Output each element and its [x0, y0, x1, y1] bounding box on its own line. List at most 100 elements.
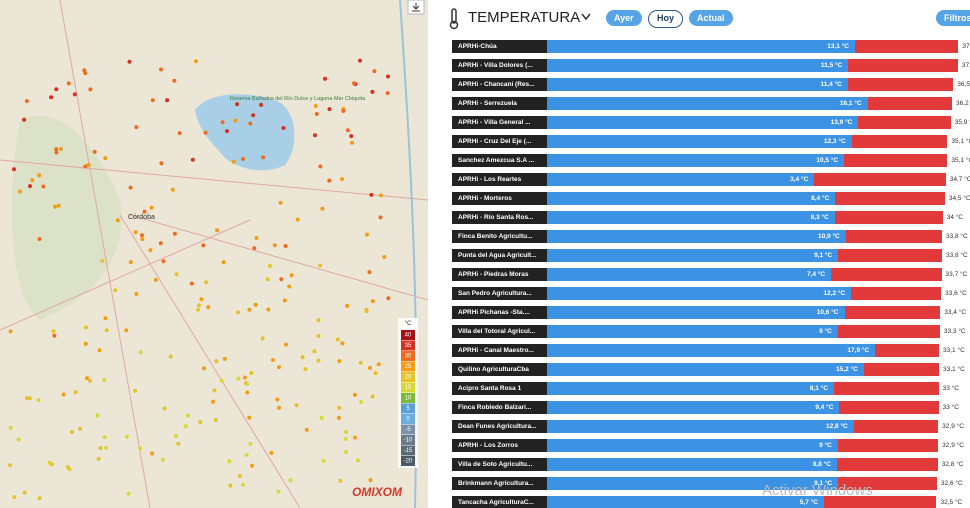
max-bar	[875, 344, 939, 357]
station-dot	[243, 375, 247, 380]
station-row[interactable]: Punta del Agua Agricult... 9,1 °C 33,8 °C	[452, 249, 970, 262]
button[interactable]: Actual	[689, 10, 733, 26]
station-row[interactable]: Finca Benito Agricultu... 10,9 °C 33,8 °C	[452, 230, 970, 243]
station-row[interactable]: Acipro Santa Rosa 1 8,1 °C 33 °C	[452, 382, 970, 395]
station-dot	[349, 134, 354, 139]
station-row[interactable]: APRHi - Los Reartes 3,4 °C 34,7 °C	[452, 173, 970, 186]
station-row[interactable]: Dean Funes Agricultura... 12,8 °C 32,9 °C	[452, 420, 970, 433]
max-bar	[834, 382, 939, 395]
min-bar	[547, 363, 864, 376]
station-dot	[318, 164, 323, 169]
station-dot	[37, 237, 42, 241]
station-dot	[236, 376, 241, 381]
legend-swatch	[401, 382, 415, 393]
station-dot	[303, 367, 308, 372]
stations	[8, 58, 391, 501]
station-row[interactable]: APRHi - Río Santa Ros... 8,3 °C 34 °C	[452, 211, 970, 224]
station-dot	[170, 187, 175, 192]
station-row[interactable]: Tancacha AgriculturaC... 5,7 °C 32,5 °C	[452, 496, 970, 508]
station-dot	[250, 463, 254, 468]
min-label: 10,6 °C	[816, 309, 839, 316]
station-row[interactable]: APRHi - Villa Dolores (... 11,5 °C 37,6 °C	[452, 59, 970, 72]
legend-unit: °C	[405, 321, 412, 327]
station-dot	[222, 356, 227, 361]
max-label: 33 °C	[942, 385, 959, 392]
station-dot	[193, 59, 198, 64]
station-row[interactable]: Villa del Totoral Agricul... 9 °C 33,3 °C	[452, 325, 970, 338]
station-dot	[56, 203, 61, 208]
button[interactable]: Hoy	[648, 10, 684, 28]
station-row[interactable]: Finca Robledo Balzari... 9,4 °C 33 °C	[452, 401, 970, 414]
min-label: 7,4 °C	[806, 271, 826, 278]
station-dot	[344, 429, 349, 434]
logo: OMIXOM	[352, 485, 403, 499]
max-bar	[839, 401, 939, 414]
station-name: APRHi - Villa General ...	[452, 116, 547, 129]
station-row[interactable]: Villa de Soto Agricultu... 8,8 °C 32,8 °C	[452, 458, 970, 471]
station-name: Finca Robledo Balzari...	[452, 401, 547, 414]
station-row[interactable]: Quilino AgriculturaCba 15,2 °C 33,1 °C	[452, 363, 970, 376]
station-dot	[198, 420, 203, 425]
station-dot	[140, 233, 144, 238]
station-row[interactable]: Sanchez Amezcua S.A ... 10,5 °C 35,1 °C	[452, 154, 970, 167]
station-name: APRHi - Morteros	[452, 192, 547, 205]
station-dot	[359, 400, 364, 405]
dropdown-chevron[interactable]	[581, 13, 591, 21]
watermark: Activar Windows	[762, 482, 873, 499]
station-row[interactable]: APRHi - Los Zorros 9 °C 32,9 °C	[452, 439, 970, 452]
station-row[interactable]: APRHi - Piedras Moras 7,4 °C 33,7 °C	[452, 268, 970, 281]
max-bar	[837, 439, 939, 452]
max-bar	[848, 59, 958, 72]
station-name: APRHi - Los Reartes	[452, 173, 547, 186]
station-dot	[128, 185, 133, 190]
station-dot	[12, 167, 16, 172]
station-dot	[214, 359, 219, 364]
station-dot	[312, 349, 317, 354]
station-dot	[8, 463, 12, 468]
min-bar	[547, 135, 852, 148]
station-row[interactable]: APRHi - Villa General ... 13,9 °C 35,9 °C	[452, 116, 970, 129]
station-dot	[358, 58, 362, 63]
max-label: 32,9 °C	[942, 442, 964, 449]
filters-button[interactable]: Filtros	[936, 10, 970, 26]
min-label: 15,2 °C	[836, 366, 858, 373]
station-row[interactable]: San Pedro Agricultura... 12,2 °C 33,6 °C	[452, 287, 970, 300]
station-row[interactable]: APRHi-Chúa 13,1 °C 37,7 °C	[452, 40, 970, 53]
station-dot	[160, 457, 165, 462]
max-label: 32,9 °C	[942, 423, 964, 430]
station-dot	[228, 483, 233, 488]
station-row[interactable]: Brinkmann Agricultura... 9,1 °C 32,6 °C	[452, 477, 970, 490]
station-dot	[370, 394, 375, 399]
max-label: 32,5 °C	[940, 499, 963, 506]
station-name: Punta del Agua Agricult...	[452, 249, 547, 262]
station-dot	[8, 329, 13, 334]
max-label: 33,8 °C	[945, 233, 968, 240]
legend-swatch	[401, 445, 415, 456]
legend-swatch	[401, 393, 415, 403]
station-dot	[316, 334, 321, 338]
station-dot	[386, 74, 390, 79]
station-dot	[281, 126, 286, 130]
station-name: Tancacha AgriculturaC...	[452, 496, 547, 508]
button[interactable]: Ayer	[606, 10, 642, 26]
station-dot	[103, 316, 108, 321]
station-dot	[196, 307, 200, 312]
min-label: 9,1 °C	[814, 252, 833, 259]
station-row[interactable]: APRHi - Canal Maestro... 17,9 °C 33,1 °C	[452, 344, 970, 357]
station-dot	[235, 102, 240, 107]
max-label: 33 °C	[942, 404, 959, 411]
station-name: Acipro Santa Rosa 1	[452, 382, 547, 395]
station-name: APRHi - Canal Maestro...	[452, 344, 547, 357]
legend-label: 30	[405, 354, 412, 360]
station-dot	[249, 371, 254, 375]
station-row[interactable]: APRHi - Serrezuela 16,1 °C 36,2 °C	[452, 97, 970, 110]
panel: TEMPERATURA Ayer Hoy Actual Filtros APRH…	[430, 0, 970, 508]
station-dot	[318, 263, 323, 268]
station-dot	[267, 263, 272, 268]
map[interactable]: Córdoba Reserva Bañados del Río Dulce y …	[0, 0, 428, 508]
station-dot	[265, 277, 270, 282]
station-row[interactable]: APRHi - Cruz Del Eje (... 12,3 °C 35,1 °C	[452, 135, 970, 148]
station-row[interactable]: APRHi - Morteros 8,4 °C 34,5 °C	[452, 192, 970, 205]
station-row[interactable]: APRHi Pichanas -Sta.... 10,6 °C 33,4 °C	[452, 306, 970, 319]
station-row[interactable]: APRHi - Chancani (Res... 11,4 °C 36,5 °C	[452, 78, 970, 91]
